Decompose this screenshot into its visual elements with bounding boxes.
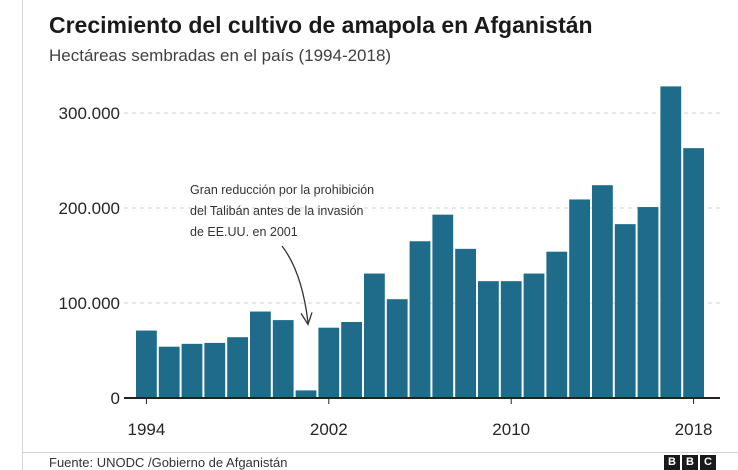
source-note: Fuente: UNODC /Gobierno de Afganistán — [49, 455, 288, 470]
x-tick-label: 2010 — [492, 420, 530, 439]
bar-2017 — [660, 86, 682, 399]
y-tick-label: 200.000 — [59, 199, 120, 218]
x-tick-label: 2002 — [310, 420, 348, 439]
bar-2008 — [455, 248, 476, 398]
bar-2010 — [500, 281, 522, 398]
bar-2011 — [523, 273, 545, 398]
bar-1996 — [181, 343, 203, 398]
bar-1997 — [204, 342, 226, 398]
bar-2001 — [295, 390, 317, 398]
footer-divider — [22, 452, 738, 453]
bar-2006 — [409, 241, 431, 398]
y-tick-label: 300.000 — [59, 104, 120, 123]
bbc-logo-letter: C — [700, 455, 716, 470]
bar-2000 — [272, 320, 294, 398]
bar-2009 — [478, 281, 499, 398]
bar-2003 — [341, 322, 362, 398]
bar-2007 — [432, 214, 454, 398]
bar-2013 — [569, 199, 590, 398]
y-tick-label: 100.000 — [59, 294, 120, 313]
bbc-logo-letter: B — [682, 455, 698, 470]
bbc-logo: B B C — [664, 455, 716, 470]
x-tick-label: 1994 — [127, 420, 165, 439]
x-tick-label: 2018 — [675, 420, 713, 439]
annotation-line: del Talibán antes de la invasión — [190, 204, 364, 218]
y-tick-label: 0 — [111, 389, 120, 408]
bar-2015 — [614, 224, 636, 398]
bar-2004 — [364, 273, 385, 398]
chart-frame — [22, 0, 738, 470]
bar-2012 — [546, 251, 568, 398]
bar-2014 — [592, 185, 613, 398]
bar-1995 — [158, 346, 180, 398]
bar-1998 — [227, 337, 248, 398]
chart-subtitle: Hectáreas sembradas en el país (1994-201… — [49, 46, 392, 65]
annotation-arrow — [281, 245, 309, 323]
annotation-arrowhead — [300, 312, 313, 326]
bar-1994 — [136, 330, 157, 398]
bar-1999 — [250, 311, 271, 398]
annotation-line: de EE.UU. en 2001 — [190, 225, 298, 239]
annotation-line: Gran reducción por la prohibición — [190, 183, 374, 197]
bar-2018 — [683, 148, 704, 398]
bar-2016 — [637, 207, 659, 398]
bar-2002 — [318, 327, 340, 398]
chart-title: Crecimiento del cultivo de amapola en Af… — [49, 12, 593, 38]
bar-2005 — [386, 299, 408, 398]
bbc-logo-letter: B — [664, 455, 680, 470]
